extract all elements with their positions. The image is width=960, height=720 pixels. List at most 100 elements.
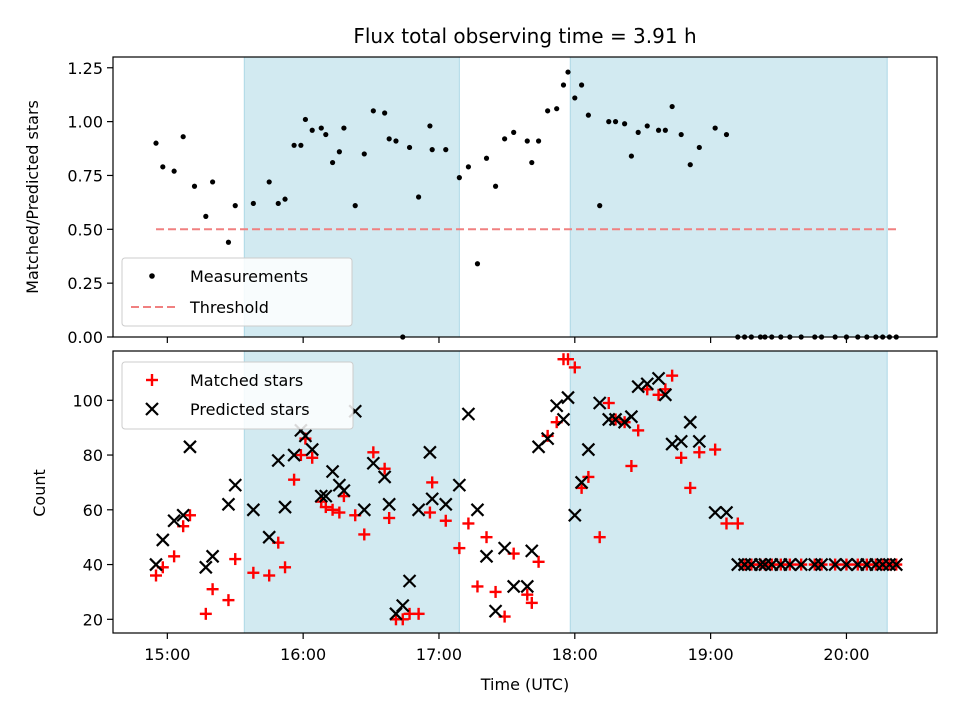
measurement-point: [465, 164, 472, 170]
measurement-point: [483, 155, 490, 161]
bottom-x-ticks: 15:00 16:00 17:00 18:00 19:00 20:00: [144, 633, 870, 664]
measurement-point: [678, 131, 684, 138]
matched-point: [593, 531, 606, 544]
matched-point: [489, 585, 502, 598]
matched-point: [632, 424, 645, 437]
matched-point: [562, 353, 575, 366]
matched-point: [521, 588, 534, 601]
matched-point: [319, 501, 332, 514]
predicted-point: [156, 533, 170, 547]
y-tick-label: 60: [83, 501, 103, 520]
measurement-point: [329, 159, 336, 166]
predicted-point: [651, 371, 666, 386]
predicted-point: [199, 560, 213, 575]
measurement-point: [669, 103, 675, 110]
measurement-point: [687, 162, 693, 168]
measurement-point: [160, 164, 166, 170]
predicted-point: [452, 478, 467, 492]
predicted-point: [608, 412, 623, 427]
measurement-point: [318, 125, 324, 131]
matched-point: [693, 446, 706, 459]
predicted-point: [411, 503, 426, 517]
predicted-point: [470, 503, 485, 517]
measurement-point: [429, 147, 435, 153]
predicted-point: [395, 598, 410, 613]
predicted-point: [556, 412, 571, 427]
measurement-point: [382, 110, 388, 116]
matched-point: [652, 388, 665, 401]
measurement-point: [393, 138, 399, 144]
predicted-stars-series: [149, 371, 904, 621]
predicted-point: [337, 483, 351, 498]
predicted-point: [520, 579, 535, 594]
matched-point: [453, 542, 466, 555]
predicted-point: [325, 464, 340, 479]
matched-point: [462, 517, 475, 530]
predicted-point: [814, 557, 829, 572]
matched-point: [675, 451, 688, 464]
measurement-point: [597, 203, 603, 209]
legend-threshold-label: Threshold: [189, 298, 269, 317]
measurement-point: [565, 69, 571, 75]
legend-matched-marker: [146, 374, 158, 386]
predicted-point: [683, 415, 698, 429]
matched-point: [294, 449, 307, 462]
matched-point: [279, 561, 292, 574]
matched-point: [582, 470, 595, 483]
matched-point: [247, 566, 260, 579]
measurement-point: [572, 95, 578, 101]
measurement-point: [180, 134, 186, 140]
measurement-point: [427, 123, 433, 129]
predicted-point: [262, 530, 276, 544]
bottom-legend: Matched stars Predicted stars: [121, 361, 354, 430]
predicted-point: [305, 442, 319, 457]
predicted-point: [221, 497, 236, 512]
matched-point: [229, 553, 242, 566]
matched-point: [383, 512, 396, 525]
predicted-point: [382, 497, 396, 512]
predicted-point: [574, 475, 589, 490]
measurement-point: [696, 144, 702, 151]
matched-point: [222, 594, 235, 607]
predicted-point: [287, 448, 301, 462]
predicted-point: [794, 557, 808, 572]
matched-point: [709, 443, 722, 456]
measurement-point: [210, 179, 216, 185]
y-tick-label: 0.25: [67, 274, 103, 293]
measurement-point: [191, 183, 198, 189]
measurement-point: [416, 194, 422, 200]
matched-point: [333, 506, 346, 519]
matched-point: [206, 583, 219, 596]
measurement-point: [291, 142, 297, 148]
matched-point: [263, 569, 276, 582]
measurement-point: [712, 125, 718, 131]
predicted-point: [425, 492, 439, 506]
matched-point: [168, 550, 181, 563]
predicted-point: [540, 431, 555, 446]
predicted-point: [889, 557, 904, 572]
measurement-point: [560, 82, 567, 88]
predicted-point: [640, 377, 655, 391]
predicted-point: [561, 390, 575, 405]
predicted-point: [278, 500, 292, 514]
measurement-point: [535, 138, 542, 144]
top-panel: 0.00 0.25 0.50 0.75 1.00 1.25 Matched/Predict…: [23, 56, 938, 347]
measurement-point: [635, 129, 641, 135]
bottom-shaded-intervals: [243, 350, 888, 634]
measurement-point: [406, 144, 413, 151]
measurement-point: [585, 112, 591, 118]
matched-point: [666, 369, 679, 382]
matched-point: [731, 517, 744, 530]
measurement-point: [302, 116, 309, 123]
predicted-point: [568, 508, 582, 523]
measurement-point: [232, 203, 238, 209]
y-tick-label: 1.25: [67, 59, 103, 78]
measurement-point: [502, 136, 508, 142]
matched-point: [183, 509, 196, 522]
predicted-point: [176, 508, 190, 523]
y-tick-label: 80: [83, 446, 103, 465]
measurement-point: [492, 183, 499, 189]
bottom-legend-box: [121, 361, 354, 430]
predicted-point: [753, 557, 768, 572]
y-tick-label: 0.75: [67, 166, 103, 185]
